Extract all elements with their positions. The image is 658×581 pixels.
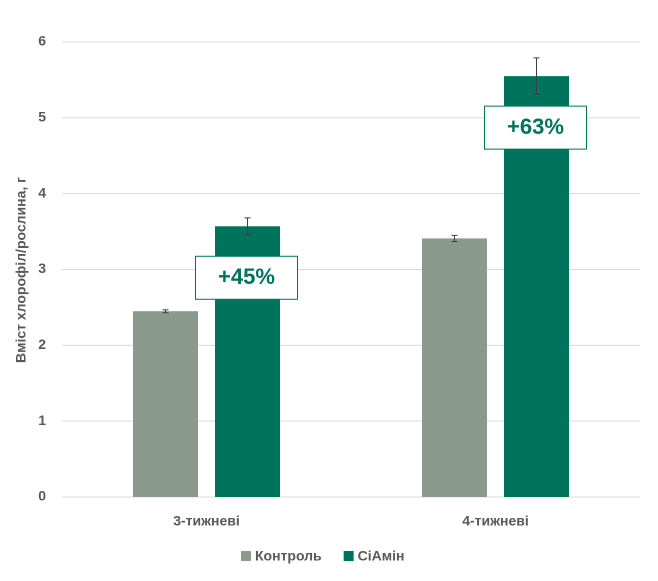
error-bar — [451, 234, 458, 242]
error-bar — [162, 309, 169, 314]
bar — [422, 238, 487, 498]
annotation-box — [195, 255, 298, 300]
y-tick-label: 6 — [38, 33, 46, 49]
bar — [133, 311, 198, 497]
y-axis-label: Вміст хлорофіл/рослина, г — [13, 177, 29, 363]
x-tick-label: 4-тижневі — [462, 513, 529, 529]
y-tick-label: 3 — [38, 260, 46, 276]
error-bar — [244, 217, 251, 236]
annotation-box — [484, 105, 587, 150]
annotation: +63% — [507, 114, 564, 139]
legend-swatch — [241, 551, 251, 561]
error-bar — [533, 57, 540, 95]
legend-label: СіАмін — [358, 548, 405, 564]
y-tick-label: 0 — [38, 488, 46, 504]
x-tick-label: 3-тижневі — [173, 513, 240, 529]
y-tick-label: 2 — [38, 336, 46, 352]
y-tick-label: 1 — [38, 412, 46, 428]
legend-swatch — [343, 551, 354, 561]
y-tick-label: 4 — [38, 184, 46, 200]
y-tick-label: 5 — [38, 109, 46, 125]
annotation: +45% — [218, 264, 275, 289]
legend-label: Контроль — [255, 548, 322, 564]
